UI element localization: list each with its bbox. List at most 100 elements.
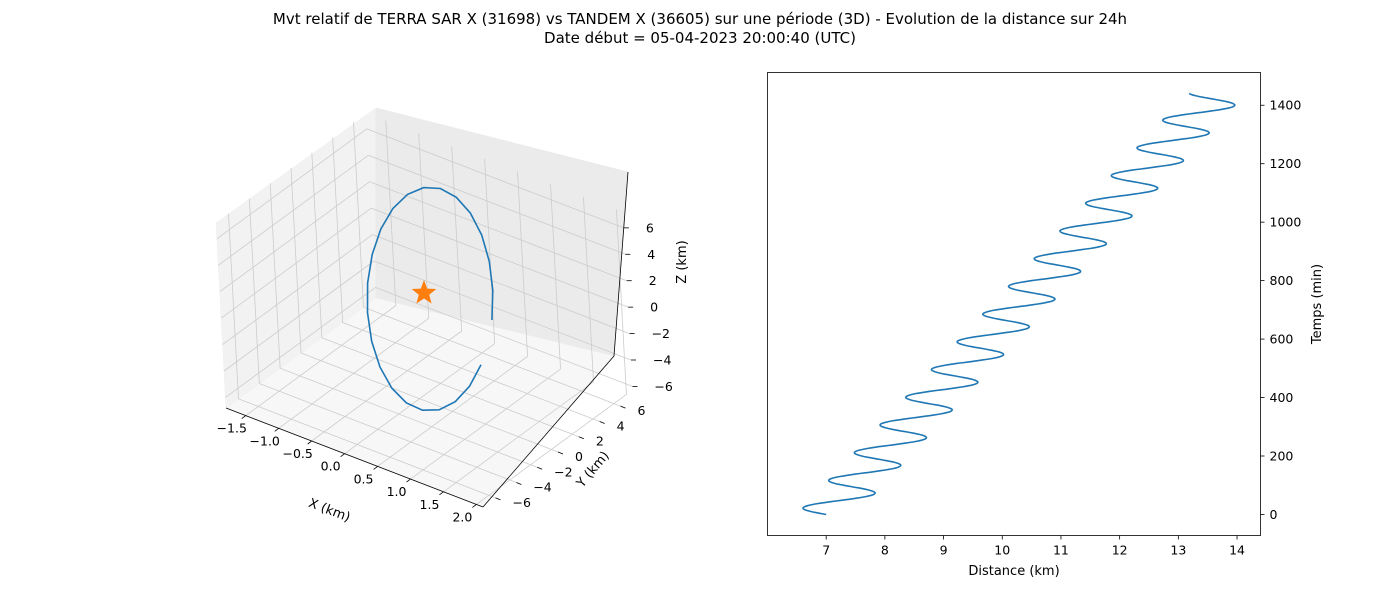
distance-axis-label: Distance (km) <box>968 564 1059 579</box>
distance-line <box>802 92 1236 516</box>
y-tick <box>495 497 501 501</box>
distance-tick-label: 12 <box>1112 543 1128 558</box>
grid-z-back <box>369 181 627 282</box>
grid-y-left <box>269 183 281 369</box>
y-tick <box>557 451 564 455</box>
grid-x-back <box>550 184 561 370</box>
grid-y-left <box>290 167 302 354</box>
z-tick-label: −2 <box>652 326 670 341</box>
x-tick <box>472 504 477 508</box>
y-tick <box>620 405 626 409</box>
distance-tick-label: 8 <box>881 543 889 558</box>
distance-tick-label: 7 <box>822 543 830 558</box>
time-tick-label: 0 <box>1270 507 1278 522</box>
grid-y-left <box>332 137 344 323</box>
chart-title: Mvt relatif de TERRA SAR X (31698) vs TA… <box>272 10 1128 28</box>
y-tick <box>578 436 584 440</box>
x-tick <box>274 427 279 432</box>
y-tick-label: −4 <box>533 480 551 495</box>
grid-x-back <box>418 133 430 319</box>
x-tick <box>340 453 345 458</box>
grid-x-back <box>451 145 463 332</box>
grid-z-back <box>366 128 625 229</box>
grid-z-left <box>219 181 370 293</box>
time-axis-label: Temps (min) <box>1310 264 1325 345</box>
grid-y-left <box>353 122 364 308</box>
grid-y-floor <box>238 398 496 499</box>
z-axis-line <box>613 171 629 357</box>
grid-y-floor <box>363 306 621 407</box>
y-tick-label: 6 <box>638 403 646 418</box>
y-tick-label: −6 <box>513 495 531 510</box>
y-tick-label: 0 <box>575 449 583 464</box>
distance-tick-label: 14 <box>1229 543 1245 558</box>
grid-y-left <box>311 152 323 338</box>
y-tick <box>516 482 522 485</box>
y-tick <box>537 466 543 470</box>
grid-y-floor <box>259 383 517 483</box>
grid-y-floor <box>300 352 559 453</box>
grid-z-left <box>216 128 368 240</box>
grid-z-left <box>222 234 373 345</box>
grid-y-floor <box>321 337 579 438</box>
y-tick-label: 4 <box>617 418 625 433</box>
time-tick-label: 1400 <box>1270 98 1302 113</box>
orbit-line <box>366 186 494 412</box>
grid-z-back <box>368 154 626 255</box>
x-tick-label: −1.0 <box>250 433 280 448</box>
ticks-2d: 7 8 9 10 11 12 13 14 0 200 400 600 800 1000 1200 1400 <box>822 98 1301 558</box>
grid-y-floor <box>342 322 600 422</box>
x-tick-label: −0.5 <box>282 446 312 461</box>
time-tick-label: 1200 <box>1270 156 1302 171</box>
grid-y-left <box>228 213 239 399</box>
grid-z-back <box>372 234 630 334</box>
z-tick-label: 2 <box>649 273 657 288</box>
x-tick <box>241 415 247 419</box>
grid-z-back <box>373 260 632 361</box>
grid-x-back <box>616 209 627 395</box>
z-axis-label: Z (km) <box>675 240 690 283</box>
x-tick-label: −1.5 <box>217 421 247 436</box>
ticks-3d: −1.5−1.0−0.50.00.51.01.52.0−6−4−20246−6−… <box>217 220 673 524</box>
plot-3d: −1.5−1.0−0.50.00.51.01.52.0−6−4−20246−6−… <box>215 107 690 526</box>
time-tick-label: 1000 <box>1270 215 1302 230</box>
chart-subtitle: Date début = 05-04-2023 20:00:40 (UTC) <box>544 29 856 47</box>
y-tick-label: 2 <box>596 434 604 449</box>
x-tick-label: 0.0 <box>321 459 341 474</box>
x-axis-line <box>225 407 484 508</box>
axis-lines-3d <box>225 171 629 508</box>
x-tick <box>373 466 378 470</box>
distance-tick-label: 11 <box>1053 543 1069 558</box>
time-tick-label: 200 <box>1270 448 1294 463</box>
grid-z-left <box>218 154 369 266</box>
x-tick-label: 1.0 <box>387 484 407 499</box>
z-tick-label: −6 <box>654 379 672 394</box>
grid-y-left <box>248 198 260 384</box>
x-tick-label: 0.5 <box>354 471 374 486</box>
z-tick-label: 6 <box>646 220 654 235</box>
y-axis-line <box>482 355 615 508</box>
grid-x-back <box>517 171 528 357</box>
time-tick-label: 400 <box>1270 390 1294 405</box>
plot-2d: 7 8 9 10 11 12 13 14 0 200 400 600 800 1000 1200 1400 D… <box>767 72 1325 579</box>
plot-2d-frame <box>767 72 1261 536</box>
distance-tick-label: 9 <box>940 543 948 558</box>
origin-star-marker <box>411 280 437 304</box>
time-tick-label: 600 <box>1270 332 1294 347</box>
grid-y-floor <box>280 367 538 468</box>
x-tick <box>439 491 444 496</box>
x-tick <box>307 440 312 445</box>
y-tick-label: −2 <box>554 464 572 479</box>
x-axis-label: X (km) <box>306 496 352 526</box>
time-tick-label: 800 <box>1270 273 1294 288</box>
distance-tick-label: 13 <box>1170 543 1186 558</box>
z-tick-label: 4 <box>647 247 655 262</box>
grid-z-back <box>375 287 633 387</box>
x-tick-label: 2.0 <box>452 509 472 524</box>
grid-z-left <box>220 207 372 319</box>
grid-z-left <box>225 287 376 398</box>
x-tick-label: 1.5 <box>420 497 440 512</box>
grid-z-back <box>370 207 629 308</box>
grid-x-back <box>484 158 496 344</box>
grid-x-back <box>583 196 594 382</box>
